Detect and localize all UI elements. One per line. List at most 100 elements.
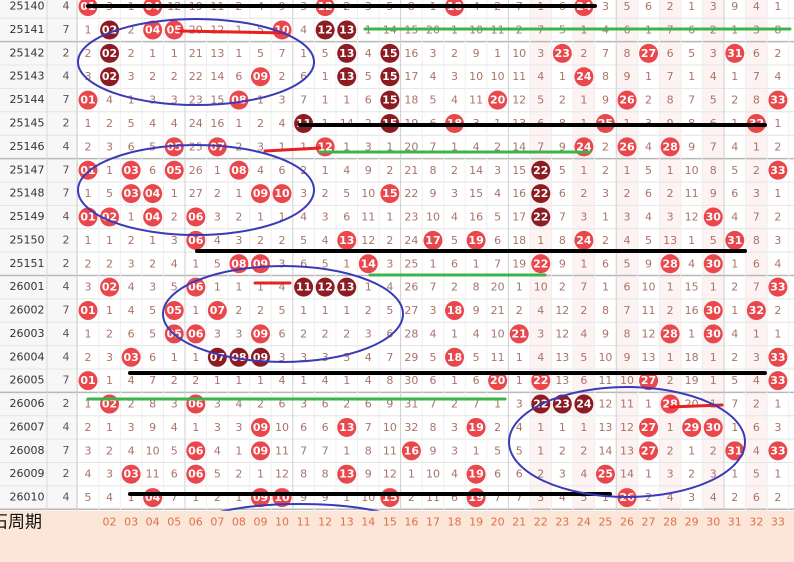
miss-count: 20 bbox=[685, 398, 699, 411]
miss-count: 3 bbox=[494, 164, 501, 177]
miss-count: 3 bbox=[710, 0, 717, 13]
miss-count: 1 bbox=[192, 304, 199, 317]
ball-number: 22 bbox=[533, 374, 548, 387]
miss-count: 3 bbox=[451, 421, 458, 434]
miss-count: 4 bbox=[300, 23, 307, 36]
miss-count: 2 bbox=[667, 374, 674, 387]
miss-count: 32 bbox=[404, 421, 418, 434]
miss-count: 4 bbox=[451, 211, 458, 224]
miss-count: 1 bbox=[235, 117, 242, 130]
miss-count: 2 bbox=[580, 187, 587, 200]
miss-count: 10 bbox=[620, 374, 634, 387]
ball-number: 09 bbox=[253, 327, 268, 340]
footer-number: 06 bbox=[189, 515, 203, 528]
ball-number: 06 bbox=[188, 468, 204, 481]
period-column bbox=[0, 0, 77, 511]
ball bbox=[660, 324, 680, 344]
miss-count: 7 bbox=[429, 398, 436, 411]
miss-count: 2 bbox=[149, 257, 156, 270]
miss-count: 4 bbox=[494, 187, 501, 200]
miss-count: 2 bbox=[688, 468, 695, 481]
miss-count: 9 bbox=[559, 257, 566, 270]
miss-count: 10 bbox=[534, 281, 548, 294]
miss-count: 10 bbox=[146, 444, 160, 457]
miss-count: 4 bbox=[235, 398, 242, 411]
miss-count: 8 bbox=[386, 374, 393, 387]
ball bbox=[337, 43, 357, 63]
miss-count: 22 bbox=[189, 70, 203, 83]
red-line bbox=[263, 146, 322, 153]
miss-count: 3 bbox=[710, 47, 717, 60]
miss-count: 7 bbox=[580, 281, 587, 294]
miss-count: 7 bbox=[429, 140, 436, 153]
miss-count: 1 bbox=[731, 421, 738, 434]
ball-number: 02 bbox=[102, 70, 117, 83]
miss-count: 1 bbox=[494, 47, 501, 60]
period: 26007 bbox=[10, 420, 45, 433]
ball bbox=[250, 184, 270, 204]
miss-count: 2 bbox=[171, 211, 178, 224]
ball bbox=[294, 277, 314, 297]
ball-number: 01 bbox=[80, 211, 95, 224]
ball-number: 13 bbox=[339, 70, 354, 83]
footer-number: 03 bbox=[124, 515, 138, 528]
ball bbox=[337, 277, 357, 297]
miss-count: 4 bbox=[365, 47, 372, 60]
miss-count: 12 bbox=[383, 468, 397, 481]
miss-count: 1 bbox=[688, 0, 695, 13]
miss-count: 18 bbox=[404, 94, 418, 107]
miss-count: 6 bbox=[473, 374, 480, 387]
period: 26010 bbox=[10, 491, 45, 504]
ball bbox=[768, 347, 788, 367]
miss-count: 3 bbox=[624, 211, 631, 224]
ball bbox=[186, 324, 206, 344]
period: 25146 bbox=[10, 140, 45, 153]
ball bbox=[725, 441, 745, 461]
ball bbox=[186, 464, 206, 484]
ball-number: 04 bbox=[145, 211, 161, 224]
ball-number: 07 bbox=[210, 304, 225, 317]
ball-number: 03 bbox=[123, 468, 138, 481]
ball-number: 18 bbox=[447, 351, 462, 364]
miss-count: 7 bbox=[537, 140, 544, 153]
miss-count: 3 bbox=[235, 421, 242, 434]
miss-count: 4 bbox=[257, 164, 264, 177]
count: 2 bbox=[63, 46, 70, 59]
miss-count: 1 bbox=[688, 444, 695, 457]
ball-number: 23 bbox=[555, 398, 570, 411]
miss-count: 3 bbox=[580, 211, 587, 224]
miss-count: 1 bbox=[85, 23, 92, 36]
miss-count: 1 bbox=[85, 117, 92, 130]
miss-count: 12 bbox=[642, 327, 656, 340]
ball bbox=[445, 301, 465, 321]
miss-count: 1 bbox=[602, 491, 609, 504]
count: 2 bbox=[63, 257, 70, 270]
miss-count: 2 bbox=[257, 398, 264, 411]
miss-count: 2 bbox=[516, 304, 523, 317]
ball bbox=[229, 90, 249, 110]
miss-count: 1 bbox=[429, 257, 436, 270]
miss-count: 20 bbox=[404, 140, 418, 153]
miss-count: 1 bbox=[171, 351, 178, 364]
ball bbox=[531, 207, 551, 227]
miss-count: 13 bbox=[642, 351, 656, 364]
ball bbox=[380, 67, 400, 87]
miss-count: 1 bbox=[322, 304, 329, 317]
miss-count: 3 bbox=[537, 491, 544, 504]
period: 25145 bbox=[10, 117, 45, 130]
ball-number: 30 bbox=[706, 211, 722, 224]
miss-count: 3 bbox=[85, 281, 92, 294]
miss-count: 3 bbox=[559, 468, 566, 481]
miss-count: 3 bbox=[322, 211, 329, 224]
miss-count: 11 bbox=[685, 187, 699, 200]
miss-count: 2 bbox=[624, 187, 631, 200]
miss-count: 1 bbox=[645, 398, 652, 411]
miss-count: 4 bbox=[645, 211, 652, 224]
miss-count: 10 bbox=[598, 351, 612, 364]
period: 26008 bbox=[10, 444, 45, 457]
miss-count: 11 bbox=[275, 444, 289, 457]
ball bbox=[380, 90, 400, 110]
miss-count: 2 bbox=[386, 164, 393, 177]
miss-count: 14 bbox=[469, 164, 483, 177]
miss-count: 6 bbox=[429, 374, 436, 387]
